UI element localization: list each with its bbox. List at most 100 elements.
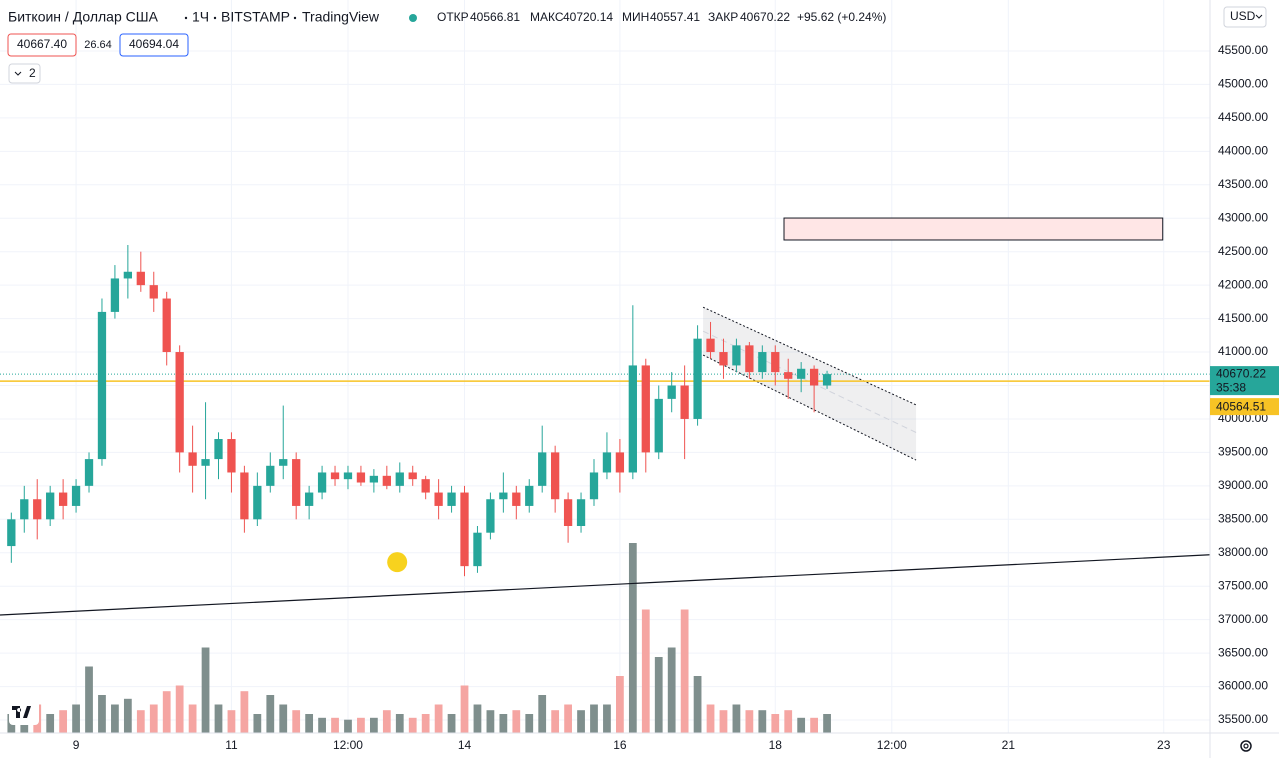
- candle-body: [71, 485, 81, 506]
- volume-bar: [331, 717, 339, 733]
- volume-bar: [421, 714, 430, 733]
- volume-bar: [447, 714, 456, 733]
- x-tick-label: 18: [769, 738, 783, 752]
- settings-icon[interactable]: [1240, 740, 1252, 752]
- ask-box[interactable]: [119, 33, 189, 57]
- candle-body: [330, 472, 340, 480]
- candle-body: [395, 472, 404, 486]
- volume-bar: [797, 717, 806, 733]
- candle-body: [525, 485, 534, 506]
- ohlc-label: МИН: [622, 10, 649, 24]
- x-tick-label: 23: [1157, 738, 1171, 752]
- volume-bar: [266, 695, 275, 733]
- grid: [0, 0, 1210, 733]
- volume-bar: [98, 695, 106, 733]
- separator: [184, 16, 188, 20]
- volume-bar: [111, 704, 119, 733]
- y-tick-label: 45000.00: [1218, 77, 1268, 91]
- y-tick-label: 35500.00: [1218, 712, 1268, 726]
- volume-bar: [538, 695, 547, 733]
- marker: [387, 552, 408, 573]
- x-tick-label: 12:00: [333, 738, 363, 752]
- volume-bar: [357, 717, 365, 733]
- candle-body: [84, 459, 94, 486]
- bid-value: 40667.40: [17, 37, 67, 51]
- candle-body: [58, 492, 68, 506]
- candle-body: [227, 439, 236, 473]
- ohlc-label: МАКС: [530, 10, 564, 24]
- candle-body: [356, 472, 366, 483]
- currency-button[interactable]: [1223, 6, 1267, 28]
- last-price-label: 40670.22: [1216, 366, 1266, 380]
- y-tick-label: 43000.00: [1218, 210, 1268, 224]
- volume-bar: [564, 704, 572, 733]
- candle-body: [7, 519, 16, 547]
- bid-box[interactable]: [7, 33, 77, 57]
- volume-bar: [408, 717, 417, 733]
- level-box: [1210, 398, 1279, 416]
- y-tick-label: 36500.00: [1218, 645, 1268, 659]
- y-tick-label: 42500.00: [1218, 244, 1268, 258]
- candle-body: [266, 465, 275, 486]
- candle-body: [369, 475, 379, 483]
- candle-body: [162, 298, 171, 353]
- candle-body: [589, 472, 599, 500]
- symbol-exchange: BITSTAMP: [221, 9, 290, 25]
- candle-body: [680, 385, 689, 419]
- logo[interactable]: [9, 699, 39, 725]
- symbol-title: Биткоин / Доллар США: [8, 9, 159, 25]
- candle-body: [758, 352, 767, 373]
- volume-bar: [745, 710, 754, 733]
- volume-bar: [85, 666, 93, 733]
- y-tick-label: 43500.00: [1218, 177, 1268, 191]
- separator: [213, 16, 217, 20]
- volume-bar: [227, 710, 236, 733]
- channel-line: [702, 354, 917, 461]
- candle-body: [732, 345, 741, 366]
- volume-bar: [123, 698, 132, 733]
- trend-line: [0, 554, 1211, 616]
- indicators-caret: [14, 71, 22, 76]
- candle-body: [240, 472, 249, 520]
- ohlc-value: 40566.81: [470, 10, 520, 24]
- indicators-button[interactable]: [8, 63, 41, 84]
- volume-bar: [305, 714, 314, 733]
- volume-bar: [628, 543, 637, 733]
- x-tick-label: 12:00: [877, 738, 907, 752]
- volume-bar: [771, 714, 780, 733]
- volume-bar: [175, 685, 184, 733]
- candle-body: [512, 492, 521, 506]
- drawings: [0, 217, 1211, 616]
- y-tick-label: 41000.00: [1218, 344, 1268, 358]
- ohlc-label: ЗАКР: [708, 10, 738, 24]
- ohlc-label: ОТКР: [437, 10, 469, 24]
- candle-body: [447, 492, 456, 506]
- indicators-count: 2: [29, 66, 36, 80]
- candle-body: [499, 492, 508, 500]
- candle-body: [809, 368, 819, 386]
- volume-bar: [72, 704, 80, 733]
- candle-body: [201, 459, 210, 466]
- candle-body: [97, 311, 107, 460]
- volume-bar: [162, 691, 171, 733]
- candle-body: [20, 499, 29, 520]
- volume-bar: [292, 710, 301, 733]
- currency-label: USD: [1230, 9, 1256, 23]
- volume-bar: [719, 710, 728, 733]
- candle-body: [784, 372, 793, 379]
- volume-bar: [590, 704, 598, 733]
- channel-line: [702, 306, 917, 406]
- candle-body: [473, 532, 482, 567]
- candle-body: [408, 472, 417, 480]
- volume-bar: [525, 714, 534, 733]
- volume-bar: [784, 710, 793, 733]
- volume-bar: [758, 710, 767, 733]
- x-tick-label: 14: [458, 738, 472, 752]
- candle-body: [460, 492, 469, 567]
- candle-body: [110, 278, 120, 312]
- ask-value: 40694.04: [129, 37, 179, 51]
- candle-body: [576, 499, 586, 526]
- volume-bar: [253, 714, 262, 733]
- candle-body: [434, 492, 443, 506]
